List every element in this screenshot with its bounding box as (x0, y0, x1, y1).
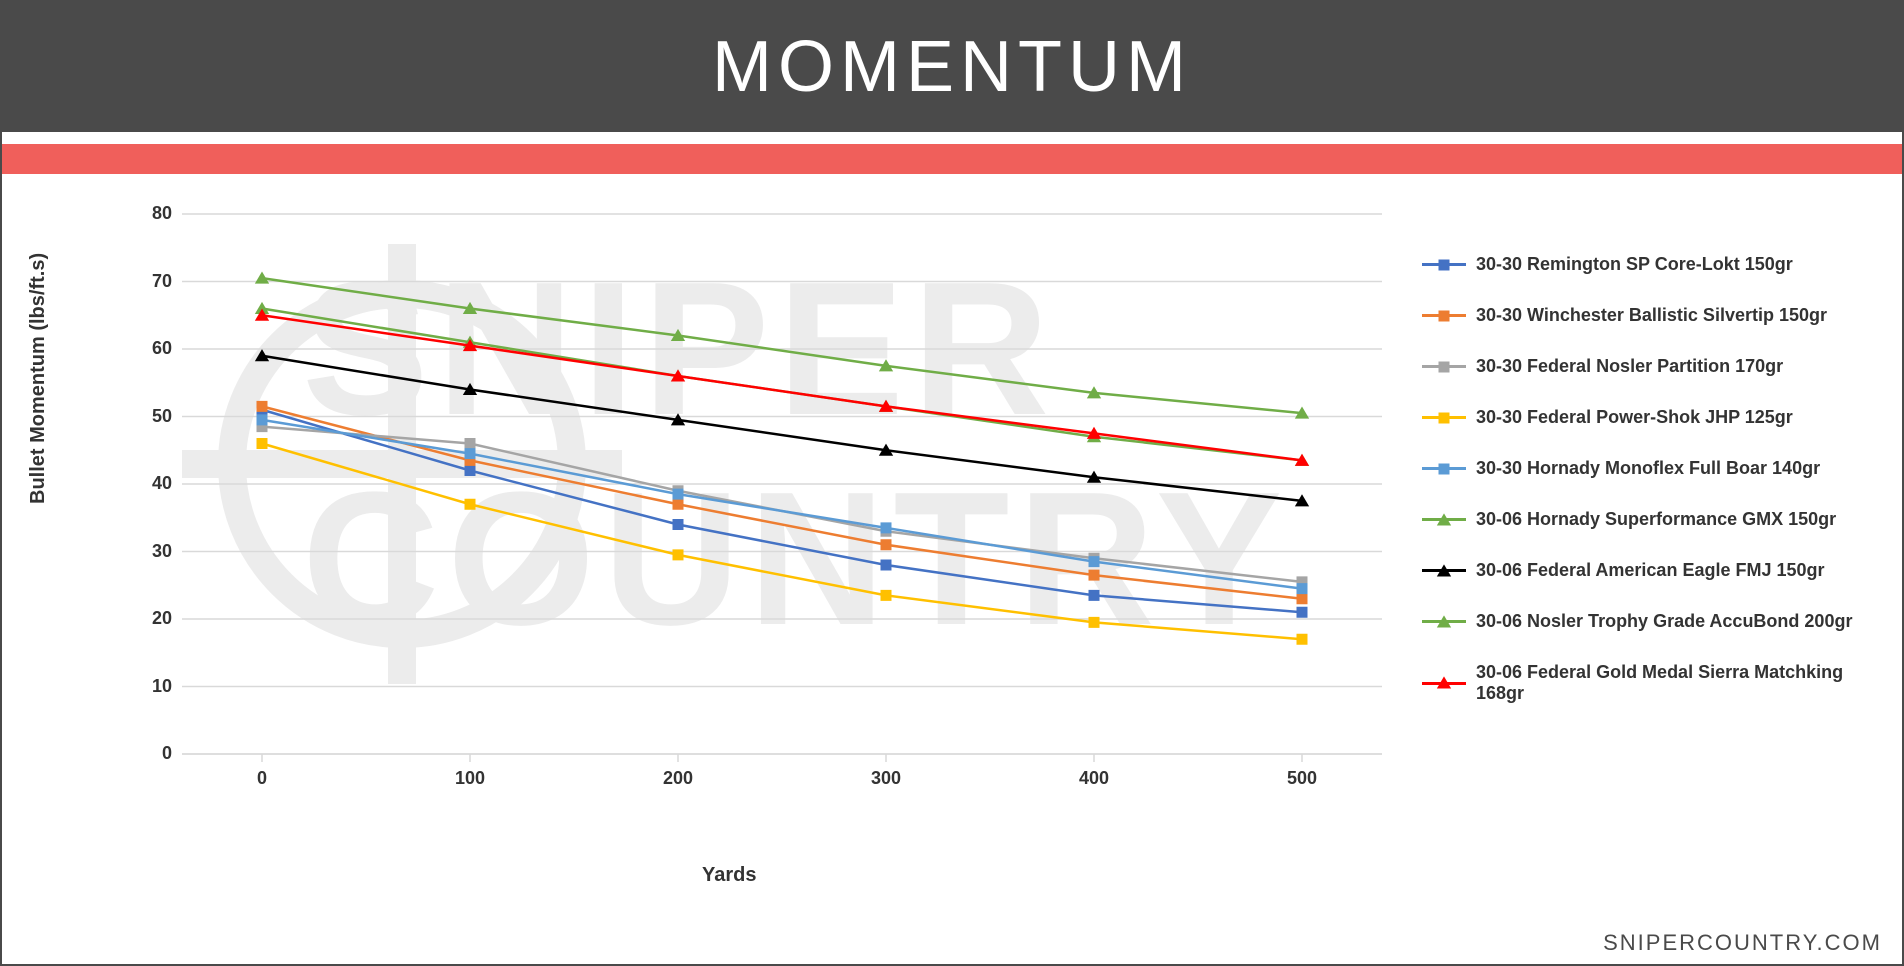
chart-marker (465, 499, 476, 510)
legend-item: 30-30 Winchester Ballistic Silvertip 150… (1422, 305, 1872, 326)
chart-marker (255, 349, 269, 361)
y-tick-label: 60 (142, 338, 172, 359)
chart-marker (257, 414, 268, 425)
chart-marker (255, 272, 269, 284)
chart-marker (673, 499, 684, 510)
legend-label: 30-30 Remington SP Core-Lokt 150gr (1476, 254, 1793, 275)
legend-marker-icon (1422, 569, 1466, 572)
legend-item: 30-06 Federal Gold Medal Sierra Matchkin… (1422, 662, 1872, 704)
x-tick-label: 300 (866, 768, 906, 789)
legend-marker-icon (1422, 263, 1466, 266)
y-axis-label: Bullet Momentum (lbs/ft.s) (27, 253, 50, 504)
chart-marker (1089, 556, 1100, 567)
footer-brand: SNIPERCOUNTRY.COM (1603, 930, 1882, 956)
chart-marker (1297, 607, 1308, 618)
legend-marker-icon (1422, 518, 1466, 521)
chart-line (262, 356, 1302, 501)
chart-marker (673, 519, 684, 530)
chart-marker (1297, 583, 1308, 594)
chart-marker (1089, 617, 1100, 628)
chart-marker (881, 560, 892, 571)
legend-item: 30-06 Hornady Superformance GMX 150gr (1422, 509, 1872, 530)
chart-marker (257, 401, 268, 412)
legend-item: 30-06 Nosler Trophy Grade AccuBond 200gr (1422, 611, 1872, 632)
chart-marker (1297, 634, 1308, 645)
legend-marker-icon (1422, 620, 1466, 623)
legend-label: 30-06 Hornady Superformance GMX 150gr (1476, 509, 1836, 530)
legend-item: 30-30 Hornady Monoflex Full Boar 140gr (1422, 458, 1872, 479)
header-bar: MOMENTUM (2, 2, 1902, 132)
legend-label: 30-06 Federal Gold Medal Sierra Matchkin… (1476, 662, 1872, 704)
legend-label: 30-30 Federal Nosler Partition 170gr (1476, 356, 1783, 377)
chart-line (262, 444, 1302, 640)
chart-marker (881, 539, 892, 550)
x-tick-label: 500 (1282, 768, 1322, 789)
legend-label: 30-06 Federal American Eagle FMJ 150gr (1476, 560, 1825, 581)
chart-legend: 30-30 Remington SP Core-Lokt 150gr 30-30 … (1422, 254, 1872, 734)
legend-label: 30-30 Federal Power-Shok JHP 125gr (1476, 407, 1793, 428)
chart-marker (1089, 570, 1100, 581)
y-tick-label: 0 (142, 743, 172, 764)
chart-line (262, 278, 1302, 413)
y-tick-label: 50 (142, 406, 172, 427)
legend-label: 30-06 Nosler Trophy Grade AccuBond 200gr (1476, 611, 1852, 632)
accent-bar (2, 144, 1902, 174)
chart-marker (465, 438, 476, 449)
legend-marker-icon (1422, 416, 1466, 419)
legend-marker-icon (1422, 365, 1466, 368)
x-tick-label: 400 (1074, 768, 1114, 789)
legend-label: 30-30 Hornady Monoflex Full Boar 140gr (1476, 458, 1820, 479)
line-chart (122, 194, 1402, 814)
chart-marker (465, 448, 476, 459)
x-tick-label: 200 (658, 768, 698, 789)
legend-marker-icon (1422, 314, 1466, 317)
legend-item: 30-30 Federal Power-Shok JHP 125gr (1422, 407, 1872, 428)
chart-marker (257, 438, 268, 449)
chart-marker (673, 549, 684, 560)
legend-label: 30-30 Winchester Ballistic Silvertip 150… (1476, 305, 1827, 326)
page-title: MOMENTUM (712, 26, 1192, 108)
legend-item: 30-06 Federal American Eagle FMJ 150gr (1422, 560, 1872, 581)
chart-line (262, 309, 1302, 461)
y-tick-label: 20 (142, 608, 172, 629)
chart-marker (881, 590, 892, 601)
chart-marker (1297, 593, 1308, 604)
y-tick-label: 70 (142, 271, 172, 292)
x-tick-label: 100 (450, 768, 490, 789)
legend-marker-icon (1422, 467, 1466, 470)
legend-item: 30-30 Federal Nosler Partition 170gr (1422, 356, 1872, 377)
legend-item: 30-30 Remington SP Core-Lokt 150gr (1422, 254, 1872, 275)
y-tick-label: 30 (142, 541, 172, 562)
chart-marker (1089, 590, 1100, 601)
legend-marker-icon (1422, 682, 1466, 685)
chart-marker (881, 522, 892, 533)
chart-area: SNIPER COUNTRY Bullet Momentum (lbs/ft.s… (2, 174, 1902, 924)
chart-marker (465, 465, 476, 476)
chart-marker (673, 489, 684, 500)
y-tick-label: 80 (142, 203, 172, 224)
y-tick-label: 10 (142, 676, 172, 697)
x-axis-label: Yards (702, 864, 756, 887)
y-tick-label: 40 (142, 473, 172, 494)
chart-line (262, 427, 1302, 582)
x-tick-label: 0 (242, 768, 282, 789)
